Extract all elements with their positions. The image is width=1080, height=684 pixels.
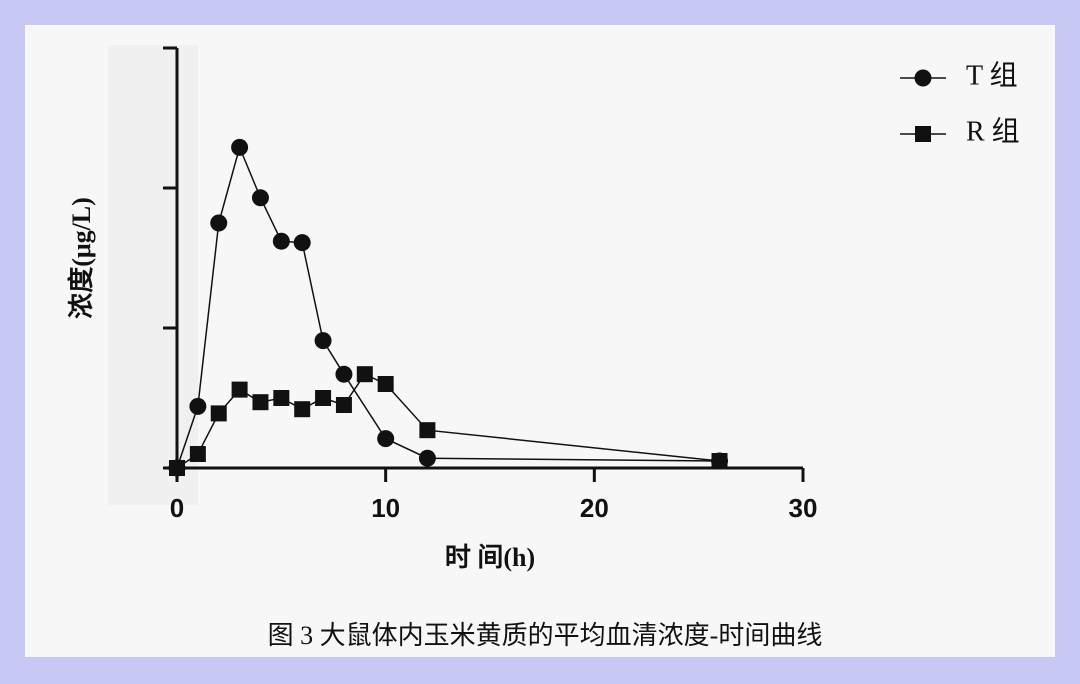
data-point	[189, 446, 206, 462]
data-point	[711, 453, 728, 469]
data-point	[169, 460, 185, 476]
data-point	[335, 397, 352, 413]
legend-label: T 组	[966, 59, 1018, 91]
data-point	[356, 366, 373, 383]
data-point	[231, 381, 248, 398]
data-point	[315, 390, 332, 406]
data-point	[252, 394, 269, 411]
data-point	[273, 390, 290, 406]
data-point	[335, 365, 353, 383]
data-point	[419, 422, 436, 439]
legend-marker	[914, 69, 932, 87]
legend-marker	[915, 126, 931, 142]
data-point	[293, 234, 311, 252]
data-point	[210, 214, 228, 232]
x-tick-label: 0	[170, 493, 184, 523]
caption: 图 3 大鼠体内玉米黄质的平均血清浓度-时间曲线	[268, 621, 823, 650]
x-tick-label: 10	[371, 493, 400, 523]
y-axis-label: 浓度(μg/L)	[66, 197, 96, 319]
x-tick-label: 20	[580, 493, 609, 523]
data-point	[314, 332, 332, 350]
x-axis-label: 时 间(h)	[445, 543, 535, 572]
data-point	[377, 376, 394, 392]
data-point	[294, 401, 311, 418]
data-point	[272, 232, 290, 250]
data-point	[418, 449, 436, 467]
data-point	[377, 430, 395, 448]
data-point	[210, 405, 227, 422]
data-point	[251, 189, 269, 207]
data-point	[189, 397, 207, 415]
x-tick-label: 30	[789, 493, 818, 523]
axis-panel	[108, 45, 198, 505]
data-point	[231, 138, 249, 156]
legend-label: R 组	[966, 115, 1020, 147]
